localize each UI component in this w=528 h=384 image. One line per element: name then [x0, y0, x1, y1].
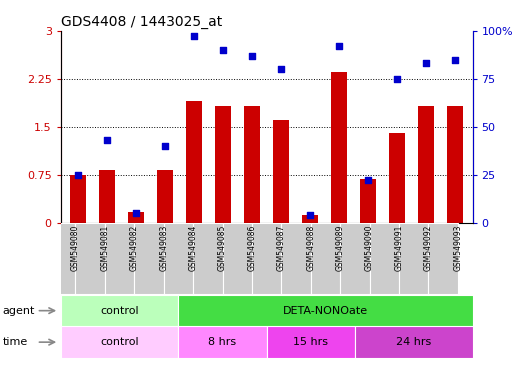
- Bar: [428, 223, 458, 294]
- Bar: [340, 223, 370, 294]
- Point: [335, 43, 343, 49]
- Text: GSM549090: GSM549090: [365, 225, 374, 271]
- Point: [364, 177, 372, 184]
- Text: GSM549087: GSM549087: [277, 225, 286, 271]
- Text: 24 hrs: 24 hrs: [396, 337, 431, 347]
- Bar: [61, 295, 178, 326]
- Bar: [302, 215, 318, 223]
- Bar: [178, 326, 267, 358]
- Bar: [70, 175, 86, 223]
- Bar: [311, 223, 340, 294]
- Text: GSM549083: GSM549083: [159, 225, 168, 271]
- Bar: [399, 223, 428, 294]
- Point: [219, 47, 228, 53]
- Bar: [215, 106, 231, 223]
- Bar: [281, 223, 311, 294]
- Text: GSM549088: GSM549088: [306, 225, 315, 271]
- Bar: [370, 223, 399, 294]
- Bar: [222, 223, 252, 294]
- Text: 15 hrs: 15 hrs: [293, 337, 328, 347]
- Text: DETA-NONOate: DETA-NONOate: [283, 306, 368, 316]
- Text: GSM549086: GSM549086: [248, 225, 257, 271]
- Text: GSM549089: GSM549089: [336, 225, 345, 271]
- Point: [277, 66, 285, 72]
- Bar: [46, 223, 76, 294]
- Bar: [331, 72, 347, 223]
- Text: control: control: [100, 306, 139, 316]
- Bar: [134, 223, 164, 294]
- Text: GSM549091: GSM549091: [394, 225, 403, 271]
- Text: GDS4408 / 1443025_at: GDS4408 / 1443025_at: [61, 15, 222, 29]
- Bar: [99, 170, 115, 223]
- Bar: [128, 212, 144, 223]
- Bar: [447, 106, 463, 223]
- Point: [451, 56, 459, 63]
- Text: control: control: [100, 337, 139, 347]
- Text: GSM549093: GSM549093: [454, 225, 463, 271]
- Text: time: time: [3, 337, 28, 347]
- Text: GSM549084: GSM549084: [188, 225, 197, 271]
- Point: [422, 60, 430, 66]
- Point: [132, 210, 140, 216]
- Text: GSM549080: GSM549080: [71, 225, 80, 271]
- Point: [190, 33, 199, 40]
- Text: GSM549082: GSM549082: [130, 225, 139, 271]
- Point: [161, 143, 169, 149]
- Text: GSM549092: GSM549092: [424, 225, 433, 271]
- Bar: [105, 223, 134, 294]
- Point: [248, 53, 257, 59]
- Bar: [193, 223, 222, 294]
- Text: GSM549081: GSM549081: [100, 225, 109, 271]
- Bar: [164, 223, 193, 294]
- Bar: [418, 106, 434, 223]
- Bar: [389, 133, 405, 223]
- Point: [306, 212, 314, 218]
- Bar: [252, 223, 281, 294]
- Bar: [178, 295, 473, 326]
- Bar: [360, 179, 376, 223]
- Text: GSM549085: GSM549085: [218, 225, 227, 271]
- Bar: [273, 120, 289, 223]
- Bar: [244, 106, 260, 223]
- Bar: [61, 326, 178, 358]
- Text: 8 hrs: 8 hrs: [209, 337, 237, 347]
- Bar: [157, 170, 173, 223]
- Bar: [186, 101, 202, 223]
- Bar: [76, 223, 105, 294]
- Text: agent: agent: [3, 306, 35, 316]
- Point: [103, 137, 111, 143]
- Bar: [355, 326, 473, 358]
- Bar: [267, 326, 355, 358]
- Point: [74, 172, 82, 178]
- Point: [393, 76, 401, 82]
